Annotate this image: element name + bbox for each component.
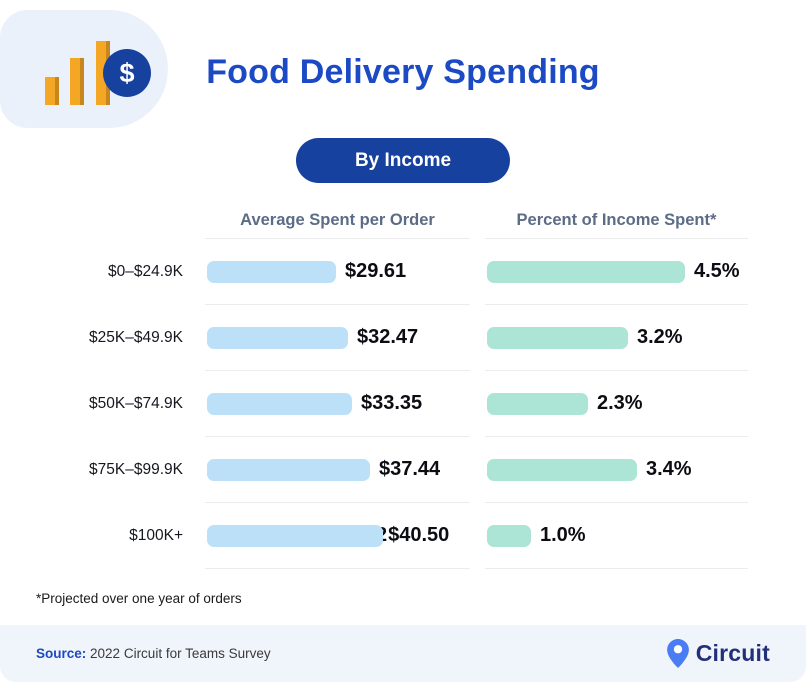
spend-value: $32.47 bbox=[357, 326, 419, 348]
spend-bar bbox=[207, 260, 336, 283]
spend-bar bbox=[207, 458, 370, 481]
percent-value: 2.3% bbox=[597, 392, 643, 414]
column-headers: Average Spent per Order Percent of Incom… bbox=[0, 211, 748, 239]
percent-bar bbox=[487, 260, 685, 283]
table-row: $0–$24.9K $29.61 4.5% bbox=[0, 239, 748, 305]
chart-rows: $0–$24.9K $29.61 4.5% $25K–$49.9K $32.47… bbox=[0, 239, 748, 569]
source-bar: Source: 2022 Circuit for Teams Survey Ci… bbox=[0, 625, 806, 682]
income-bracket-label: $75K–$99.9K bbox=[89, 461, 183, 478]
spend-cell: $37.44 bbox=[205, 437, 470, 503]
brand-name: Circuit bbox=[695, 640, 770, 666]
chart: Average Spent per Order Percent of Incom… bbox=[0, 211, 748, 569]
by-income-pill: By Income bbox=[296, 138, 510, 183]
source-line: Source: 2022 Circuit for Teams Survey bbox=[36, 646, 271, 661]
bar-chart-icon-bar-small bbox=[45, 77, 59, 105]
percent-cell: 2.3% bbox=[485, 371, 748, 437]
percent-bar bbox=[487, 524, 531, 547]
spend-cell: 2 $40.50 bbox=[205, 503, 470, 569]
bar-chart-icon-bar-medium bbox=[70, 58, 84, 105]
percent-value: 4.5% bbox=[694, 260, 740, 282]
location-pin-icon bbox=[666, 639, 689, 668]
spend-bar bbox=[207, 326, 348, 349]
source-label: Source: bbox=[36, 646, 87, 661]
footnote: *Projected over one year of orders bbox=[36, 591, 242, 606]
spend-value: $33.35 bbox=[361, 392, 423, 414]
income-bracket-label: $100K+ bbox=[129, 527, 183, 544]
spend-bar bbox=[207, 524, 383, 547]
source-text: 2022 Circuit for Teams Survey bbox=[90, 646, 271, 661]
table-row: $50K–$74.9K $33.35 2.3% bbox=[0, 371, 748, 437]
page-title: Food Delivery Spending bbox=[206, 53, 600, 91]
percent-value: 1.0% bbox=[540, 524, 586, 546]
spend-value: $40.50 bbox=[388, 524, 450, 546]
spend-cell: $32.47 bbox=[205, 305, 470, 371]
spend-bar bbox=[207, 392, 352, 415]
percent-cell: 4.5% bbox=[485, 239, 748, 305]
percent-value: 3.4% bbox=[646, 458, 692, 480]
table-row: $75K–$99.9K $37.44 3.4% bbox=[0, 437, 748, 503]
dollar-icon: $ bbox=[103, 49, 151, 97]
income-bracket-label: $50K–$74.9K bbox=[89, 395, 183, 412]
column-header-average-spent: Average Spent per Order bbox=[205, 211, 470, 239]
spend-cell: $33.35 bbox=[205, 371, 470, 437]
percent-bar bbox=[487, 392, 588, 415]
percent-cell: 3.2% bbox=[485, 305, 748, 371]
percent-value: 3.2% bbox=[637, 326, 683, 348]
spend-value: $37.44 bbox=[379, 458, 441, 480]
logo-badge: $ bbox=[0, 10, 168, 128]
percent-cell: 3.4% bbox=[485, 437, 748, 503]
percent-bar bbox=[487, 326, 628, 349]
column-header-percent-income: Percent of Income Spent* bbox=[485, 211, 748, 239]
table-row: $100K+ 2 $40.50 1.0% bbox=[0, 503, 748, 569]
circuit-logo: Circuit bbox=[666, 639, 770, 668]
table-row: $25K–$49.9K $32.47 3.2% bbox=[0, 305, 748, 371]
percent-bar bbox=[487, 458, 637, 481]
percent-cell: 1.0% bbox=[485, 503, 748, 569]
income-bracket-label: $0–$24.9K bbox=[108, 263, 183, 280]
income-bracket-label: $25K–$49.9K bbox=[89, 329, 183, 346]
spend-cell: $29.61 bbox=[205, 239, 470, 305]
spend-value: $29.61 bbox=[345, 260, 407, 282]
